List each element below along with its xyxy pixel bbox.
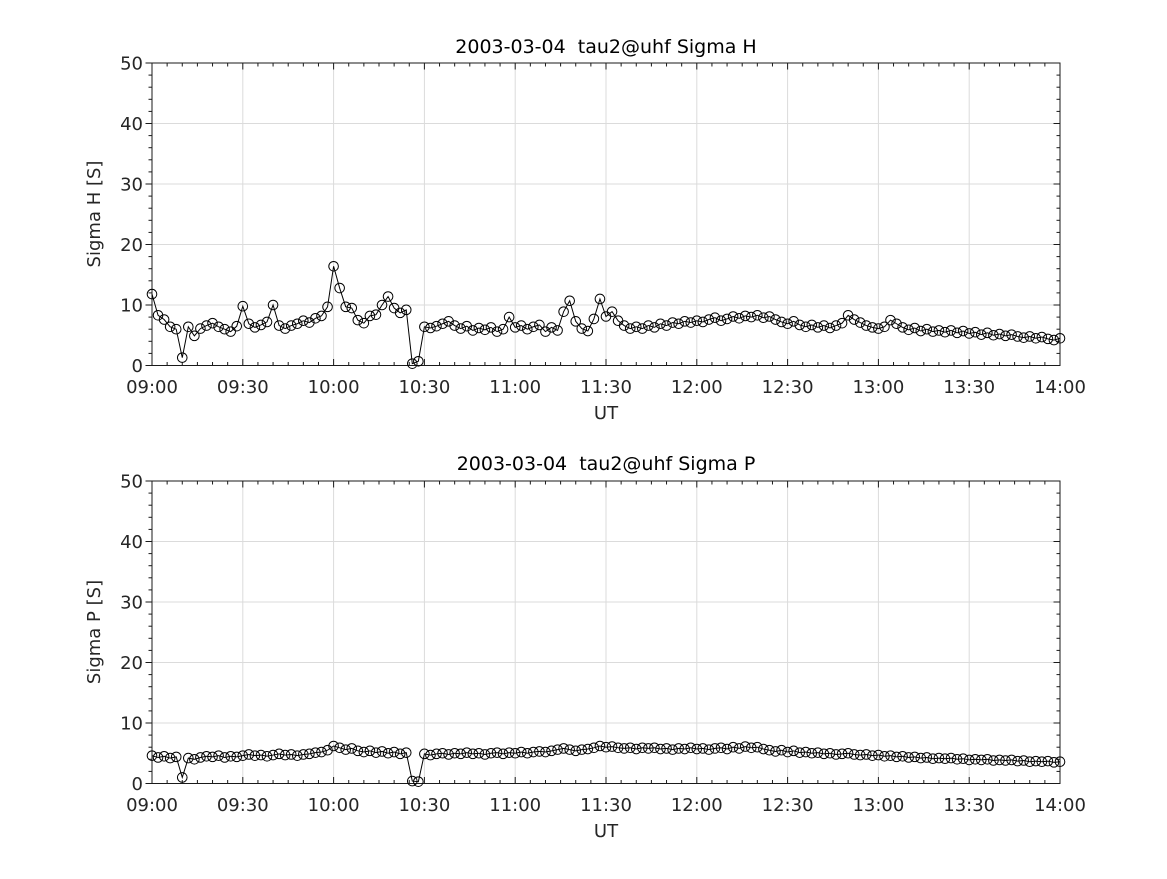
y-tick-label: 40 (120, 114, 143, 135)
y-tick-label: 30 (120, 593, 143, 614)
x-tick-label: 13:30 (943, 377, 995, 398)
x-tick-label: 09:00 (126, 377, 178, 398)
axes-box (151, 62, 1061, 366)
x-tick-label: 10:00 (308, 377, 360, 398)
sigma-h-xlabel: UT (594, 403, 619, 424)
y-tick-label: 40 (120, 532, 143, 553)
y-tick-label: 50 (120, 54, 143, 75)
x-tick-label: 11:00 (489, 377, 541, 398)
x-tick-label: 13:30 (943, 795, 995, 816)
x-tick-label: 13:00 (852, 795, 904, 816)
tick-labels: 09:00 09:30 10:00 10:30 11:00 11:30 12:00 12:30… (120, 472, 1086, 817)
x-tick-label: 10:00 (308, 795, 360, 816)
sigma-p-chart: 09:00 09:30 10:00 10:30 11:00 11:30 12:00 12:30… (84, 453, 1086, 842)
x-tick-label: 13:00 (852, 377, 904, 398)
data-markers (146, 260, 1066, 369)
sigma-h-title: 2003-03-04 tau2@uhf Sigma H (455, 36, 756, 58)
y-tick-label: 50 (120, 472, 143, 493)
axes-box (151, 480, 1061, 784)
grid-lines (152, 481, 1060, 784)
tick-marks (145, 480, 1061, 784)
x-tick-label: 11:30 (580, 377, 632, 398)
x-tick-label: 12:00 (671, 795, 723, 816)
sigma-h-chart: 09:00 09:30 10:00 10:30 11:00 11:30 12:00 12:30… (84, 36, 1086, 424)
x-tick-label: 12:00 (671, 377, 723, 398)
y-tick-label: 0 (132, 356, 143, 377)
x-tick-label: 09:30 (217, 795, 269, 816)
x-tick-label: 14:00 (1034, 795, 1086, 816)
y-tick-label: 20 (120, 235, 143, 256)
sigma-p-title: 2003-03-04 tau2@uhf Sigma P (457, 453, 756, 475)
sigma-h-ylabel: Sigma H [S] (84, 161, 105, 268)
x-tick-label: 12:30 (762, 795, 814, 816)
data-markers (146, 740, 1066, 787)
grid-lines (152, 63, 1060, 366)
sigma-p-xlabel: UT (594, 821, 619, 842)
x-tick-label: 09:00 (126, 795, 178, 816)
x-tick-label: 09:30 (217, 377, 269, 398)
sigma-h-plot-area: 09:00 09:30 10:00 10:30 11:00 11:30 12:00 12:30… (120, 54, 1086, 399)
y-tick-label: 0 (132, 774, 143, 795)
x-tick-label: 11:00 (489, 795, 541, 816)
x-tick-label: 14:00 (1034, 377, 1086, 398)
x-tick-label: 10:30 (398, 795, 450, 816)
x-tick-label: 10:30 (398, 377, 450, 398)
data-line (151, 745, 1061, 783)
tick-labels: 09:00 09:30 10:00 10:30 11:00 11:30 12:00 12:30… (120, 54, 1086, 399)
y-tick-label: 10 (120, 714, 143, 735)
y-tick-label: 20 (120, 653, 143, 674)
tick-marks (145, 62, 1061, 366)
sigma-p-ylabel: Sigma P [S] (84, 580, 105, 684)
y-tick-label: 10 (120, 296, 143, 317)
data-line (151, 266, 1061, 365)
sigma-p-plot-area: 09:00 09:30 10:00 10:30 11:00 11:30 12:00 12:30… (120, 472, 1086, 817)
x-tick-label: 12:30 (762, 377, 814, 398)
x-tick-label: 11:30 (580, 795, 632, 816)
y-tick-label: 30 (120, 175, 143, 196)
